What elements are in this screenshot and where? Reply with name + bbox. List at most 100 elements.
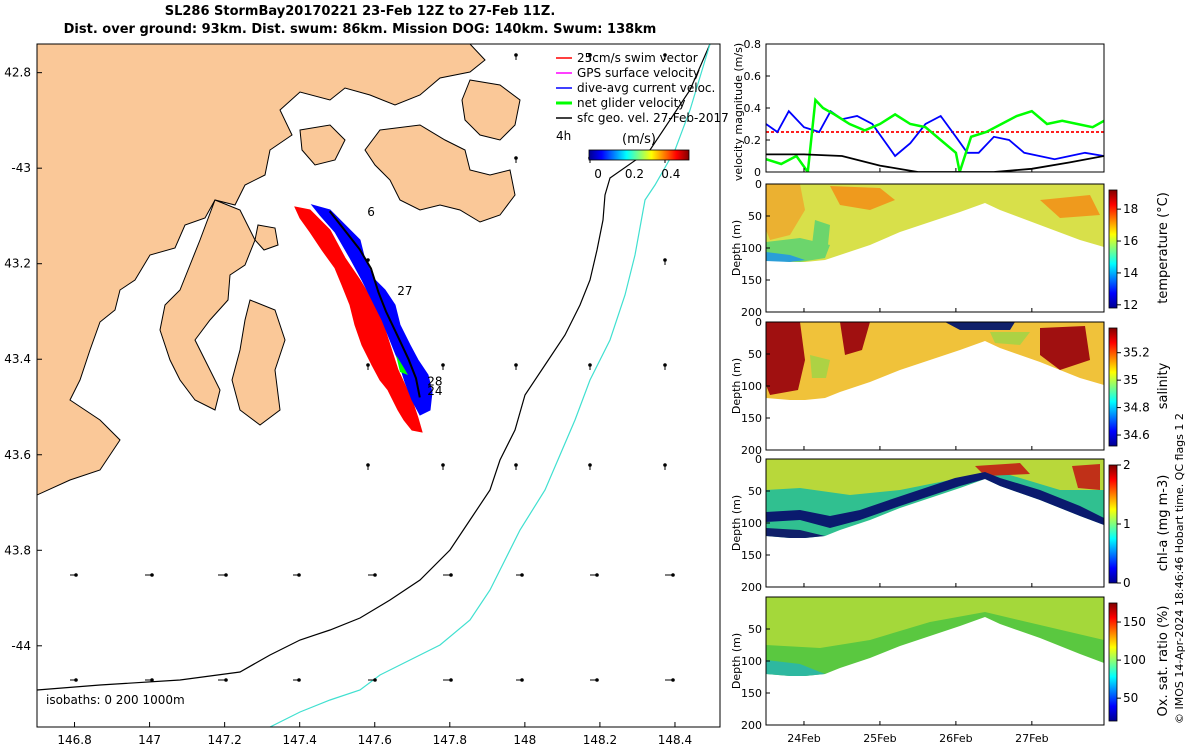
section-y-tick-label: 50 (748, 210, 762, 223)
map-y-tick-label: 42.8 (4, 66, 31, 80)
velocity-series (766, 97, 1104, 172)
surface-arrow-head (595, 678, 599, 682)
map-x-tick-label: 146.8 (57, 733, 91, 747)
surface-arrow-head (74, 678, 78, 682)
map-x-tick-label: 148.2 (583, 733, 617, 747)
map-colorbar-ticks: 0 0.2 0.4 (594, 167, 680, 181)
land-bruny-south (231, 299, 286, 426)
land-small-island (254, 224, 279, 251)
section-y-tick-label: 150 (741, 549, 762, 562)
surface-arrow-head (588, 463, 592, 467)
velocity-y-tick-label: 0 (754, 166, 761, 179)
section-y-tick-label: 100 (741, 655, 762, 668)
map-colorbar-tick-label: 0 (594, 167, 602, 181)
legend-entry: 25cm/s swim vector (577, 51, 698, 65)
section-y-tick-label: 100 (741, 517, 762, 530)
section-y-tick-label: 50 (748, 348, 762, 361)
time-tick-label: 26Feb (939, 732, 972, 745)
surface-arrow-head (449, 573, 453, 577)
time-tick-label: 24Feb (787, 732, 820, 745)
track-label: 28 (427, 375, 442, 389)
section-y-tick-label: 200 (741, 581, 762, 594)
map-x-tick-label: 147.2 (207, 733, 241, 747)
velocity-series-line (766, 109, 1104, 161)
section-colorbar-tick-label: 35 (1123, 373, 1138, 387)
surface-arrow-head (366, 363, 370, 367)
duration-label: 4h (556, 129, 571, 143)
oxygen-upper (766, 597, 1104, 648)
section-y-tick-label: 100 (741, 380, 762, 393)
velocity-y-tick-label: 0.6 (744, 70, 762, 83)
surface-arrow-head (514, 363, 518, 367)
current-velocity-swath (310, 204, 433, 416)
surface-arrow-head (150, 678, 154, 682)
map-x-tick-label: 148 (513, 733, 536, 747)
surface-arrow-head (595, 573, 599, 577)
velocity-series-line (766, 97, 1104, 172)
map-y-tick-label: -44 (11, 639, 31, 653)
section-colorbar-tick-label: 34.6 (1123, 428, 1150, 442)
surface-arrow-head (663, 258, 667, 262)
surface-arrow-head (514, 53, 518, 57)
section-colorbar (1108, 327, 1118, 447)
surface-arrow-head (520, 573, 524, 577)
chla-bottom (766, 528, 825, 538)
surface-arrow-head (373, 573, 377, 577)
surface-arrow-head (514, 156, 518, 160)
surface-arrow-head (520, 678, 524, 682)
credit-text: © IMOS 14-Apr-2024 18:46:46 Hobart time.… (1173, 413, 1186, 724)
salinity-section (765, 321, 1105, 451)
figure-title-line1: SL286 StormBay20170221 23-Feb 12Z to 27-… (164, 4, 556, 19)
section-colorbar-tick-label: 14 (1123, 266, 1138, 280)
legend-entry: sfc geo. vel. 27-Feb-2017 (577, 111, 729, 125)
salinity-high-patch (766, 322, 1090, 395)
velocity-y-tick-label: 0.2 (744, 134, 762, 147)
section-ylabel: Depth (m) (730, 495, 743, 551)
legend-entry: net glider velocity (577, 96, 685, 110)
oxygen-deep (766, 660, 825, 676)
map-colorbar-tick-label: 0.2 (625, 167, 644, 181)
oxygen-section (765, 596, 1105, 726)
time-tick-label: 25Feb (863, 732, 896, 745)
section-y-tick-label: 150 (741, 274, 762, 287)
time-tick-label: 27Feb (1015, 732, 1048, 745)
surface-arrow-head (671, 573, 675, 577)
chla-section (765, 458, 1105, 588)
surface-arrow-head (366, 463, 370, 467)
legend-entry: GPS surface velocity (577, 66, 700, 80)
velocity-panel: 0 0.2 0.4 0.6 0.8 velocity magnitude (m/s) (732, 38, 1105, 181)
section-y-tick-label: 200 (741, 444, 762, 457)
surface-velocity-arrows (70, 53, 675, 682)
section-y-tick-label: 0 (755, 178, 762, 191)
section-colorbar (1108, 189, 1118, 309)
surface-arrow-head (588, 53, 592, 57)
section-y-tick-label: 0 (755, 316, 762, 329)
surface-arrow-head (514, 463, 518, 467)
section-colorbar (1108, 464, 1118, 584)
track-label: 6 (367, 205, 375, 219)
temperature-deep-layer (766, 252, 805, 262)
map-colorbar (588, 149, 690, 161)
map-y-tick-label: 43.4 (4, 352, 31, 366)
section-y-tick-label: 100 (741, 242, 762, 255)
swim-vector-swath (294, 206, 423, 433)
surface-arrow-head (663, 53, 667, 57)
chla-deep-low (766, 472, 1104, 528)
section-colorbar-label: chl-a (mg m-3) (1156, 475, 1171, 572)
section-y-tick-label: 200 (741, 719, 762, 732)
legend-entry: dive-avg current veloc. (577, 81, 715, 95)
map-x-tick-label: 147.8 (433, 733, 467, 747)
section-colorbar-label: Ox. sat. ratio (%) (1156, 606, 1171, 717)
map-y-tick-label: 43.6 (4, 448, 31, 462)
map-y-axis: 42.8 -43 43.2 43.4 43.6 43.8 -44 (4, 66, 42, 653)
surface-arrow-head (441, 363, 445, 367)
section-y-tick-label: 150 (741, 412, 762, 425)
section-colorbar-tick-label: 150 (1123, 615, 1146, 629)
surface-arrow-head (449, 678, 453, 682)
glider-track (328, 210, 421, 398)
section-colorbar-tick-label: 0 (1123, 576, 1131, 590)
